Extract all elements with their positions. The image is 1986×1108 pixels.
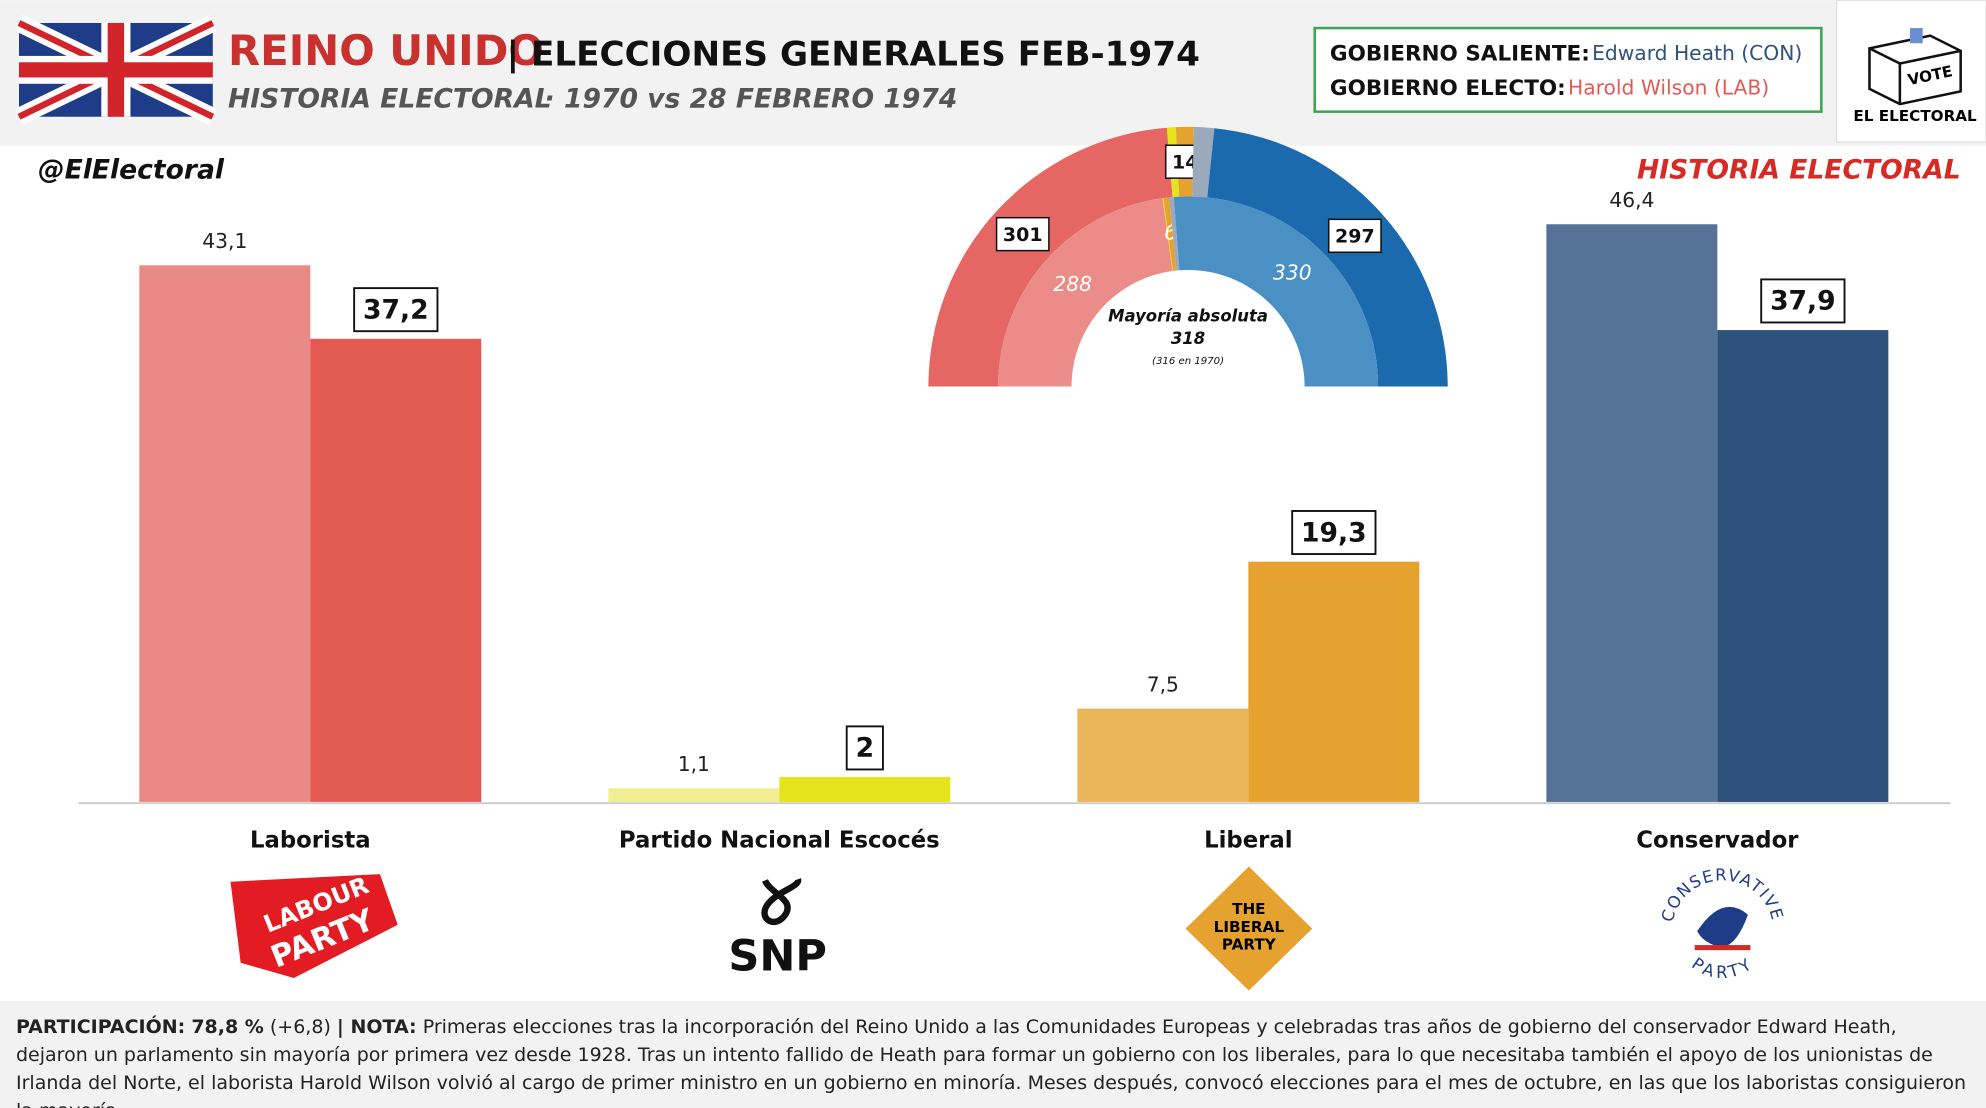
- seat-segment: [1169, 197, 1180, 271]
- title: | ELECCIONES GENERALES FEB-1974: [507, 34, 1200, 74]
- snp-logo: SNP: [728, 878, 827, 982]
- seat-label: 14: [1172, 151, 1198, 173]
- seat-segment: [998, 198, 1173, 387]
- value-label-box: [1760, 278, 1846, 324]
- value-label: 7,5: [1147, 672, 1179, 696]
- seat-label: 297: [1335, 226, 1375, 248]
- brand-tag: HISTORIA ELECTORAL: [1637, 155, 1961, 186]
- logo-name: EL ELECTORAL: [1853, 107, 1977, 125]
- note: Primeras elecciones tras la incorporació…: [16, 1016, 1967, 1108]
- bar: [1546, 224, 1718, 802]
- seat-segment: [1173, 196, 1379, 387]
- majority-note: (316 en 1970): [1152, 356, 1224, 367]
- majority-label: Mayoría absoluta: [1108, 306, 1268, 325]
- elected: Harold Wilson (LAB): [1568, 75, 1769, 99]
- bar: [310, 338, 482, 802]
- bar: [1248, 561, 1420, 802]
- bar: [139, 265, 311, 802]
- logo-text: PARTY: [1689, 953, 1754, 981]
- flag: [15, 15, 217, 125]
- logo-text: SNP: [728, 932, 827, 982]
- liberal-logo: THE LIBERAL PARTY: [1185, 866, 1313, 991]
- seat-label: 288: [1053, 272, 1092, 296]
- value-label: 2: [856, 733, 875, 764]
- footer: PARTICIPACIÓN: 78,8 % (+6,8) | NOTA: Pri…: [0, 1001, 1986, 1108]
- majority: 318: [1171, 329, 1205, 348]
- subtitle: HISTORIA ELECTORAL: [228, 84, 552, 115]
- participation-change: (+6,8): [269, 1016, 331, 1038]
- seat-label: 330: [1273, 261, 1312, 285]
- logo-text: LIBERAL: [1214, 918, 1285, 936]
- bar: [779, 777, 951, 802]
- value-label: 43,1: [202, 229, 247, 253]
- seat-segment: [1163, 197, 1177, 271]
- outgoing: Edward Heath (CON): [1592, 41, 1802, 65]
- x-tick-label: Laborista: [250, 828, 371, 854]
- seat-label-box: [1327, 218, 1382, 254]
- value-label-box: [845, 725, 884, 771]
- x-tick-label: Liberal: [1204, 828, 1293, 854]
- seat-segment: [1207, 128, 1448, 387]
- value-label-box: [1291, 510, 1377, 556]
- seat-label: 301: [1003, 224, 1043, 246]
- value-label: 46,4: [1609, 188, 1654, 212]
- logo-text: PARTY: [1222, 936, 1277, 954]
- handle: @ElElectoral: [38, 155, 225, 186]
- x-tick-label: Partido Nacional Escocés: [619, 828, 940, 854]
- date: · 1970 vs 28 FEBRERO 1974: [545, 84, 958, 115]
- note-label: | NOTA:: [336, 1016, 417, 1038]
- value-label: 19,3: [1301, 517, 1367, 548]
- value-label-box: [353, 287, 439, 333]
- government-box: [1313, 26, 1823, 113]
- logo-text: PARTY: [1689, 953, 1757, 981]
- logo-text: THE: [1232, 900, 1265, 918]
- value-label: 1,1: [678, 752, 710, 776]
- seat-segment: [928, 127, 1173, 387]
- chart: REINO UNIDO | ELECCIONES GENERALES FEB-1…: [0, 0, 1986, 991]
- bar: [608, 788, 780, 802]
- participation-label: PARTICIPACIÓN:: [16, 1016, 186, 1038]
- value-label: 37,9: [1770, 286, 1836, 317]
- bar: [1717, 330, 1889, 802]
- seat-segment: [1162, 198, 1173, 272]
- value-label: 37,2: [363, 294, 429, 325]
- seat-segment: [1192, 126, 1215, 198]
- ballot-box: [1868, 28, 1962, 106]
- conservative-logo: CONSERVATIVE PARTY: [1657, 865, 1785, 982]
- labour-logo: LABOUR PARTY: [230, 871, 398, 979]
- country: REINO UNIDO: [228, 26, 544, 75]
- bar: [1077, 708, 1249, 802]
- participation: 78,8 %: [191, 1016, 264, 1038]
- seat-label-box: [995, 216, 1050, 252]
- x-tick-label: Conservador: [1636, 828, 1799, 854]
- elected-label: GOBIERNO ELECTO:: [1330, 76, 1566, 101]
- outgoing-label: GOBIERNO SALIENTE:: [1330, 42, 1590, 67]
